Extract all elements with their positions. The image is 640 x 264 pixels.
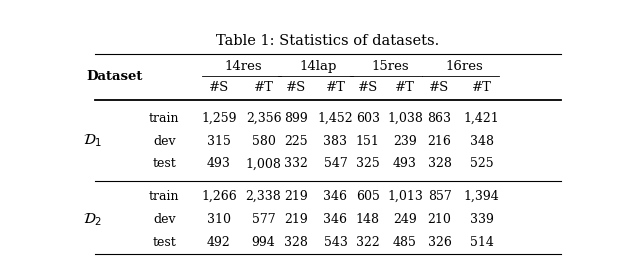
Text: 322: 322 [356,235,380,249]
Text: 899: 899 [284,112,308,125]
Text: 493: 493 [393,157,417,170]
Text: #T: #T [472,81,492,94]
Text: 328: 328 [284,235,308,249]
Text: 326: 326 [428,235,452,249]
Text: 1,038: 1,038 [387,112,423,125]
Text: 346: 346 [323,213,348,226]
Text: 493: 493 [207,157,231,170]
Text: 863: 863 [428,112,452,125]
Text: 603: 603 [356,112,380,125]
Text: 14lap: 14lap [300,60,337,73]
Text: 346: 346 [323,190,348,203]
Text: 15res: 15res [371,60,409,73]
Text: 580: 580 [252,135,275,148]
Text: 492: 492 [207,235,231,249]
Text: 1,259: 1,259 [201,112,237,125]
Text: 1,266: 1,266 [201,190,237,203]
Text: test: test [152,235,176,249]
Text: 577: 577 [252,213,275,226]
Text: #S: #S [358,81,378,94]
Text: 315: 315 [207,135,231,148]
Text: 547: 547 [324,157,348,170]
Text: 2,356: 2,356 [246,112,282,125]
Text: #T: #T [395,81,415,94]
Text: train: train [149,112,180,125]
Text: 210: 210 [428,213,452,226]
Text: Table 1: Statistics of datasets.: Table 1: Statistics of datasets. [216,34,440,48]
Text: $\mathcal{D}_2$: $\mathcal{D}_2$ [83,211,102,228]
Text: 1,421: 1,421 [464,112,500,125]
Text: 219: 219 [284,213,308,226]
Text: 216: 216 [428,135,452,148]
Text: Dataset: Dataset [86,70,143,83]
Text: 325: 325 [356,157,380,170]
Text: 1,008: 1,008 [246,157,282,170]
Text: 151: 151 [356,135,380,148]
Text: 328: 328 [428,157,452,170]
Text: 332: 332 [284,157,308,170]
Text: 1,394: 1,394 [464,190,500,203]
Text: dev: dev [153,213,175,226]
Text: 485: 485 [393,235,417,249]
Text: test: test [152,157,176,170]
Text: 543: 543 [323,235,348,249]
Text: 249: 249 [393,213,417,226]
Text: dev: dev [153,135,175,148]
Text: #T: #T [253,81,273,94]
Text: 14res: 14res [225,60,262,73]
Text: #S: #S [429,81,450,94]
Text: 857: 857 [428,190,451,203]
Text: 383: 383 [323,135,348,148]
Text: train: train [149,190,180,203]
Text: $\mathcal{D}_1$: $\mathcal{D}_1$ [83,133,102,149]
Text: 339: 339 [470,213,493,226]
Text: 605: 605 [356,190,380,203]
Text: 148: 148 [356,213,380,226]
Text: 525: 525 [470,157,493,170]
Text: #T: #T [326,81,346,94]
Text: 994: 994 [252,235,275,249]
Text: 225: 225 [284,135,308,148]
Text: #S: #S [285,81,306,94]
Text: #S: #S [209,81,229,94]
Text: 219: 219 [284,190,308,203]
Text: 310: 310 [207,213,231,226]
Text: 348: 348 [470,135,494,148]
Text: 1,452: 1,452 [317,112,353,125]
Text: 16res: 16res [445,60,483,73]
Text: 514: 514 [470,235,493,249]
Text: 1,013: 1,013 [387,190,423,203]
Text: 2,338: 2,338 [246,190,282,203]
Text: 239: 239 [393,135,417,148]
